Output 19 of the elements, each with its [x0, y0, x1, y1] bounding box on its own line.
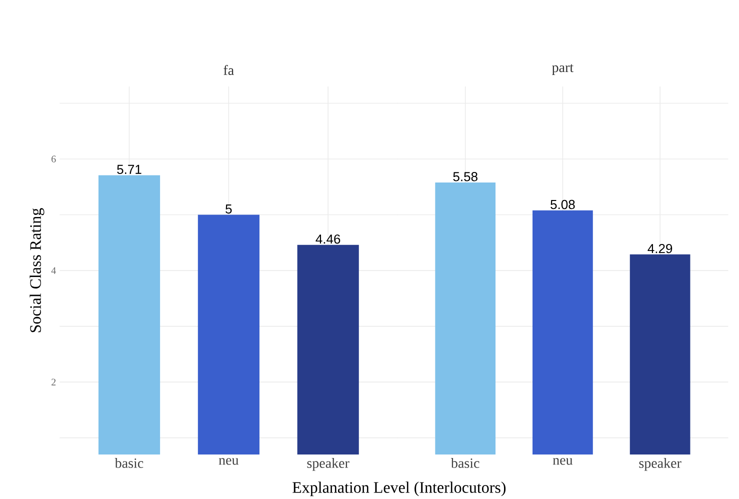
x-tick-label: speaker [639, 458, 682, 471]
data-label: 4.29 [648, 244, 672, 253]
y-tick-label: 4 [51, 267, 56, 274]
data-label: 4.46 [316, 234, 340, 244]
y-tick-label: 6 [52, 155, 56, 162]
data-label: 5.71 [117, 164, 142, 174]
x-axis-title: Explanation Level (Interlocutors) [292, 481, 506, 496]
data-label: 5.58 [453, 172, 478, 182]
x-tick-label: neu [552, 458, 573, 465]
data-label: 5.08 [550, 200, 575, 209]
x-tick-label: speaker [307, 458, 350, 471]
y-tick-label: 2 [52, 378, 56, 386]
x-tick-label: basic [114, 458, 144, 468]
chart-title: part [552, 64, 574, 75]
x-tick-label: basic [450, 458, 480, 468]
y-axis-title: Social Class Rating [30, 208, 44, 332]
chart-title: fa [224, 64, 234, 75]
x-tick-label: neu [218, 458, 239, 465]
data-label: 5 [226, 204, 232, 214]
